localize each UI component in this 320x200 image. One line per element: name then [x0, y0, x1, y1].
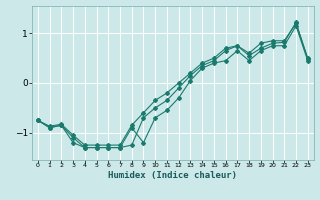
X-axis label: Humidex (Indice chaleur): Humidex (Indice chaleur) [108, 171, 237, 180]
